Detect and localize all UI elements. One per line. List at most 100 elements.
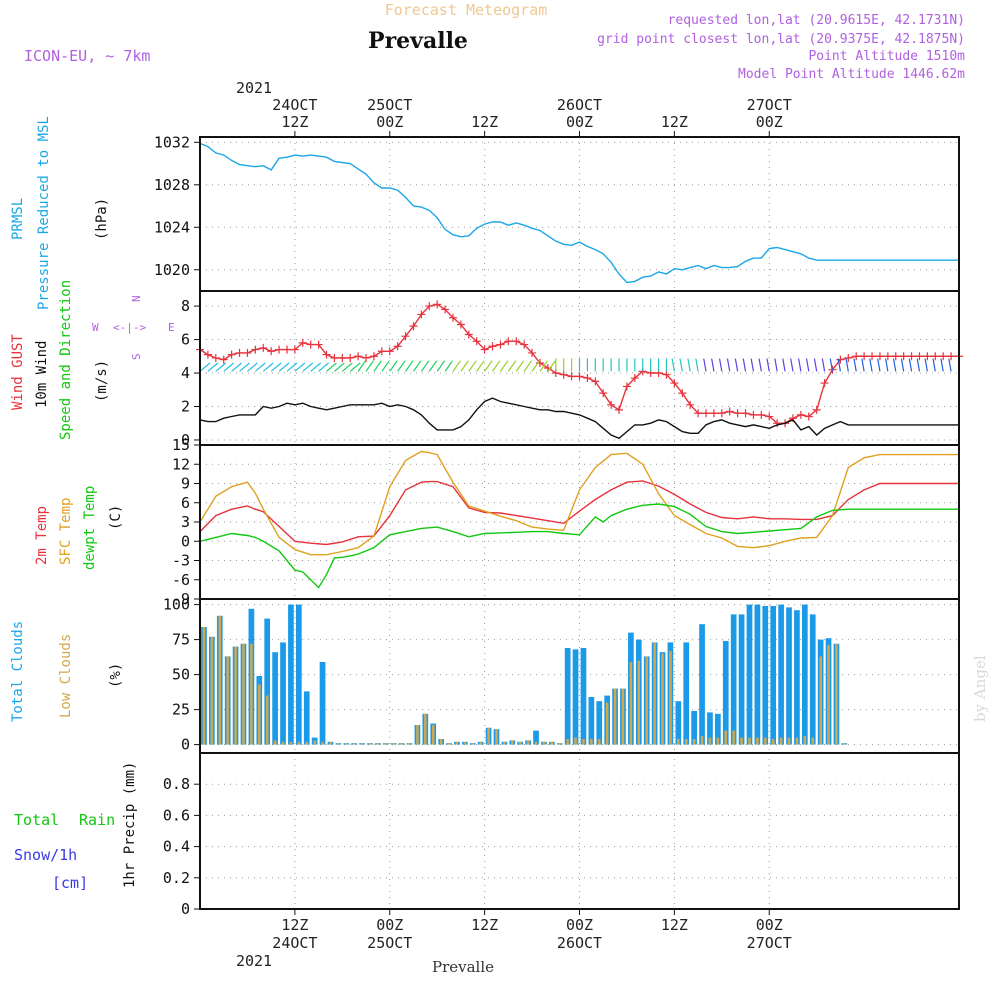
low-cloud-bar	[669, 650, 672, 745]
low-cloud-bar	[827, 645, 830, 745]
wind-direction-arrow	[726, 358, 731, 372]
gust-marker	[678, 389, 687, 398]
top-hour-label: 00Z	[566, 113, 593, 131]
low-cloud-bar	[787, 737, 791, 745]
gust-marker	[709, 409, 718, 418]
gust-marker	[362, 353, 371, 362]
low-cloud-bar	[605, 702, 609, 745]
low-cloud-bar	[542, 741, 546, 745]
total-cloud-bar	[801, 604, 808, 745]
low-cloud-bar	[692, 739, 696, 745]
wind-direction-arrow	[547, 360, 556, 372]
gust-marker	[520, 340, 529, 349]
wind-direction-arrow	[507, 360, 517, 372]
low-cloud-bar	[392, 743, 395, 745]
total-cloud-bar	[319, 662, 326, 745]
low-cloud-bar	[598, 739, 601, 745]
gust-marker	[330, 353, 339, 362]
10m-wind-line	[199, 397, 959, 440]
low-cloud-bar	[613, 688, 617, 745]
y-tick-label: 3	[181, 513, 190, 531]
wind-direction-arrow	[734, 358, 739, 372]
low-cloud-bar	[811, 737, 814, 745]
prmsl-label: PRMSL	[10, 198, 26, 240]
gust-marker	[338, 353, 347, 362]
low-cloud-bar	[329, 741, 332, 745]
bottom-date-label: 27OCT	[747, 934, 792, 952]
y-tick-label: 6	[181, 494, 190, 512]
gust-marker	[765, 412, 774, 421]
total-cloud-bar	[730, 614, 737, 745]
wind-direction-arrow	[397, 360, 406, 372]
wind-direction-arrow	[239, 362, 250, 372]
low-cloud-bar	[337, 743, 340, 745]
wind-direction-arrow	[278, 362, 290, 372]
gust-marker	[235, 348, 244, 357]
grid-point-coords: grid point closest lon,lat (20.9375E, 42…	[597, 32, 965, 47]
low-cloud-bar	[479, 741, 482, 745]
gust-marker	[915, 352, 924, 361]
bottom-year-label: 2021	[236, 952, 272, 970]
top-hour-label: 12Z	[471, 113, 498, 131]
total-cloud-bar	[588, 697, 595, 745]
gust-marker	[694, 409, 703, 418]
pressure-unit: (hPa)	[94, 198, 110, 240]
gust-marker	[409, 322, 418, 331]
gust-marker	[259, 343, 268, 352]
compass-arrows: <-|->	[113, 321, 146, 334]
gust-marker	[717, 409, 726, 418]
wind-direction-arrow	[790, 358, 794, 372]
wind-direction-arrow	[523, 360, 533, 372]
low-cloud-bar	[368, 743, 372, 745]
total-cloud-bar	[754, 604, 761, 745]
low-cloud-bar	[416, 725, 419, 745]
gust-marker	[211, 353, 220, 362]
low-cloud-bar	[345, 743, 348, 745]
wind-unit: (m/s)	[94, 360, 110, 402]
low-cloud-bar	[471, 743, 475, 745]
rain-label-rain: Rain	[79, 811, 115, 829]
low-cloud-bar	[400, 743, 403, 745]
low-cloud-bar	[281, 741, 285, 745]
total-cloud-bar	[762, 606, 769, 745]
gust-marker	[377, 347, 386, 356]
gust-marker	[385, 347, 394, 356]
gust-marker	[599, 389, 608, 398]
gust-marker	[369, 352, 378, 361]
y-tick-label: 0.2	[163, 869, 190, 887]
low-cloud-bar	[748, 737, 751, 745]
product-title: Forecast Meteogram	[385, 1, 548, 19]
wind-direction-arrow	[758, 358, 762, 372]
y-tick-label: 12	[172, 455, 190, 473]
gust-marker	[622, 382, 631, 391]
top-date-label: 24OCT	[272, 96, 317, 114]
low-cloud-bar	[684, 739, 688, 745]
low-cloud-bar	[764, 737, 767, 745]
low-cloud-bar	[265, 695, 269, 745]
total-cloud-bar	[280, 642, 286, 745]
compass-rose: N W <-|-> E S	[92, 295, 175, 360]
low-cloud-bar	[289, 741, 293, 745]
y-tick-label: 9	[181, 475, 190, 493]
wind-direction-arrow	[349, 362, 361, 372]
wind-direction-arrow	[412, 360, 422, 372]
low-cloud-bar	[218, 615, 222, 745]
total-cloud-bar	[572, 649, 579, 745]
gust-marker	[417, 310, 426, 319]
wind-direction-arrow	[444, 360, 454, 372]
wind-direction-arrow	[908, 358, 913, 372]
location-title: Prevalle	[368, 28, 468, 54]
gust-marker	[290, 345, 299, 354]
gust-marker	[868, 352, 877, 361]
pressure-msl-label: Pressure Reduced to MSL	[36, 116, 52, 310]
total-cloud-bar	[722, 641, 729, 745]
low-cloud-bar	[550, 741, 554, 745]
gust-marker	[725, 407, 734, 416]
precip-labels: Total Rain Snow/1h [cm] 1hr Precip (mm)	[14, 762, 138, 892]
gust-marker	[488, 342, 497, 351]
low-cloud-bar	[534, 741, 538, 745]
wind-direction-arrow	[742, 358, 747, 372]
